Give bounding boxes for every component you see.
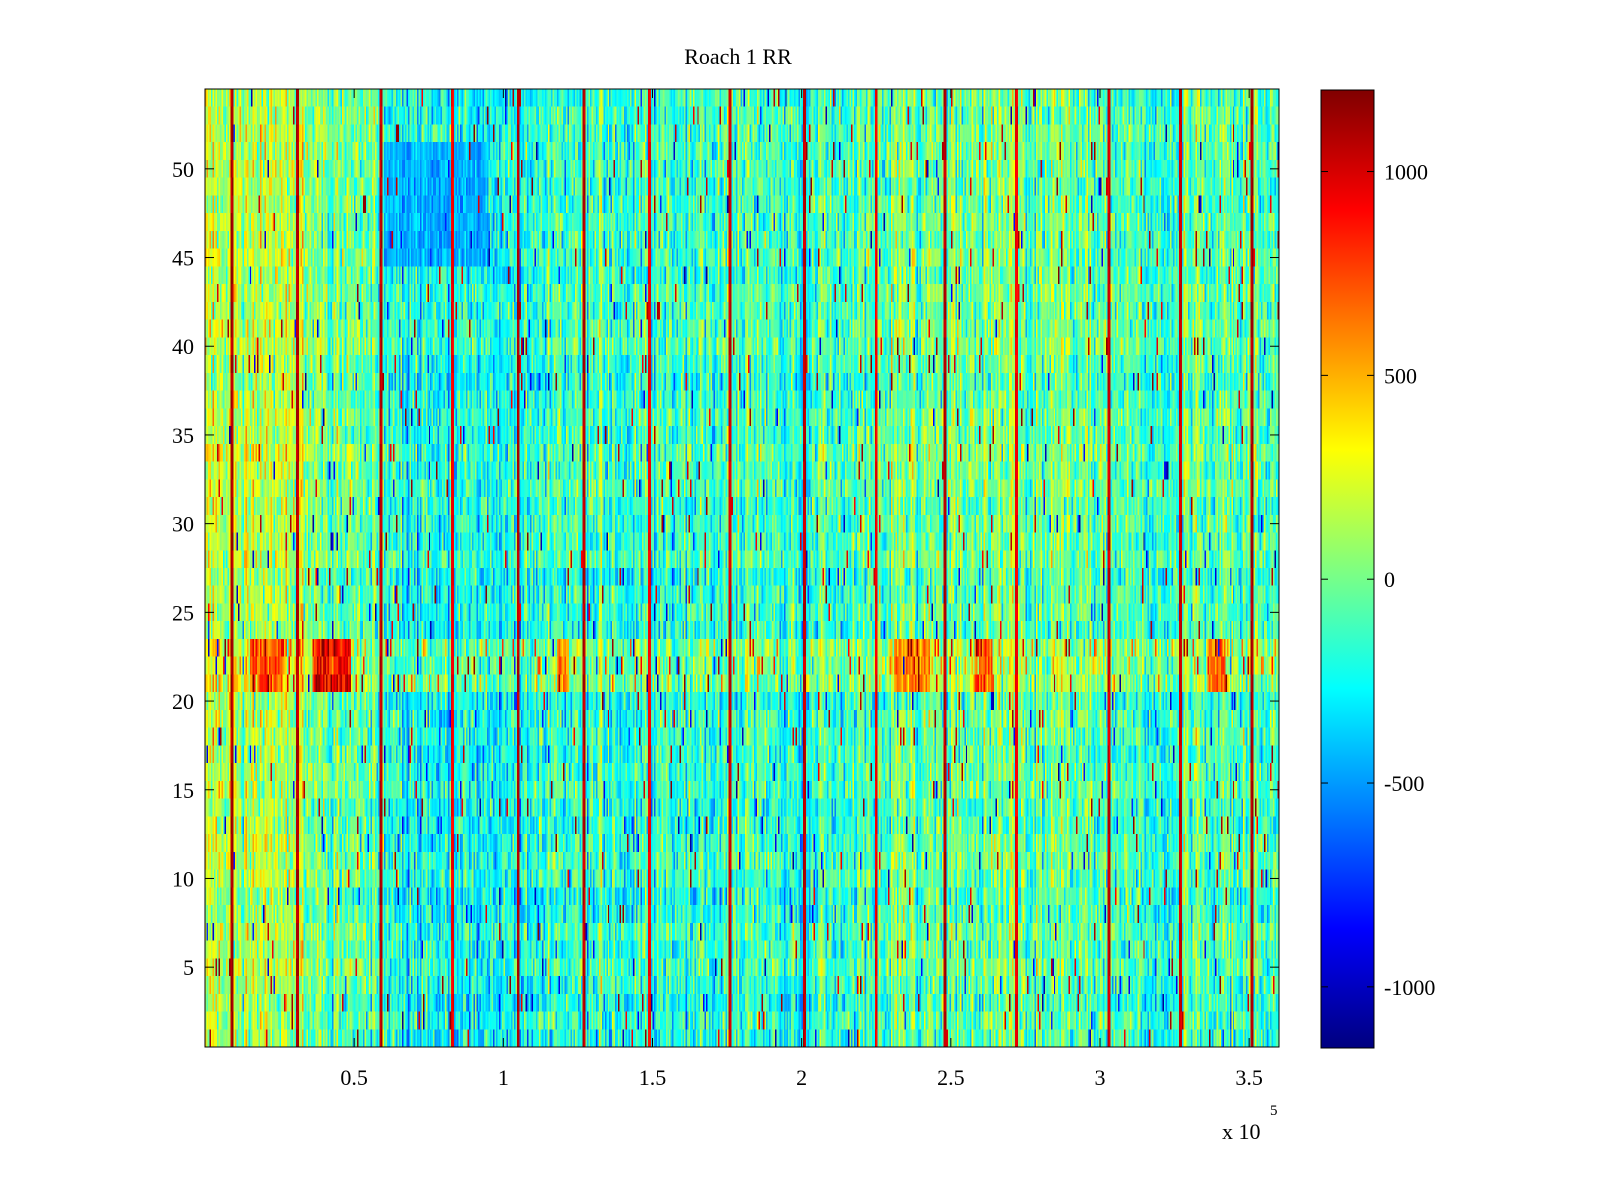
y-tick-label: 15: [172, 778, 194, 803]
colorbar-tick-label: -500: [1384, 771, 1424, 796]
heatmap-image: [205, 89, 1279, 1047]
plot-area: [204, 88, 1280, 1048]
y-tick-label: 50: [172, 157, 194, 182]
x-tick-label: 3: [1095, 1065, 1106, 1090]
y-tick-label: 5: [183, 955, 194, 980]
colorbar-tick-label: 500: [1384, 363, 1417, 388]
x-tick-label: 3.5: [1235, 1065, 1263, 1090]
y-axis: 5 10 15 20 25 30 35 40 45 50: [172, 157, 1279, 980]
y-tick-label: 40: [172, 334, 194, 359]
plot-frame: [204, 88, 1280, 1048]
x-tick-label: 1.5: [639, 1065, 667, 1090]
x-axis: 0.5 1 1.5 2 2.5 3 3.5: [340, 89, 1263, 1090]
x-tick-label: 0.5: [340, 1065, 368, 1090]
x-exponent-base: x 10: [1222, 1119, 1261, 1144]
colorbar-tick-label: 0: [1384, 567, 1395, 592]
colorbar-tick-label: -1000: [1384, 975, 1435, 1000]
x-exponent-power: 5: [1270, 1103, 1278, 1119]
colorbar-frame: [1320, 89, 1375, 1049]
heatmap-cells: [205, 89, 1279, 1047]
y-tick-label: 35: [172, 423, 194, 448]
colorbar-ticks: 1000 500 0 -500 -1000: [1321, 160, 1435, 1000]
y-tick-label: 10: [172, 866, 194, 891]
x-tick-label: 2: [796, 1065, 807, 1090]
x-tick-label: 1: [498, 1065, 509, 1090]
y-tick-label: 25: [172, 600, 194, 625]
colorbar-tick-label: 1000: [1384, 160, 1428, 185]
y-tick-label: 30: [172, 512, 194, 537]
chart-title: Roach 1 RR: [684, 44, 792, 69]
y-tick-label: 45: [172, 246, 194, 271]
x-tick-label: 2.5: [937, 1065, 965, 1090]
x-exponent-label: x 10 5: [1222, 1103, 1278, 1144]
y-tick-label: 20: [172, 689, 194, 714]
colorbar-gradient: [1321, 90, 1374, 1048]
colorbar: 1000 500 0 -500 -1000: [1320, 89, 1435, 1049]
